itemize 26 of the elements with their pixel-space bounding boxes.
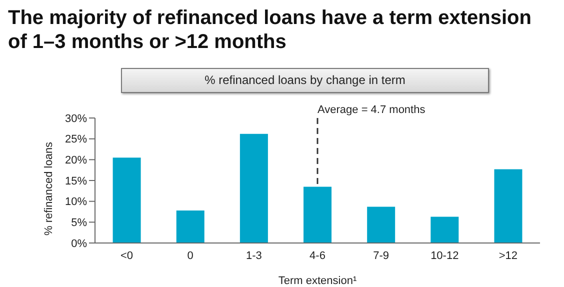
- bar: [240, 134, 268, 243]
- y-tick-label: 30%: [64, 112, 88, 125]
- x-tick-label: 0: [187, 250, 194, 262]
- x-tick-label: 10-12: [430, 250, 459, 262]
- bar: [304, 186, 332, 243]
- x-tick-label: 4-6: [310, 250, 326, 262]
- x-tick-label: >12: [498, 250, 518, 262]
- chart-title: The majority of refinanced loans have a term extension of 1–3 months or >12 months: [8, 6, 532, 54]
- y-tick-label: 0%: [71, 238, 88, 250]
- y-tick-label: 20%: [64, 154, 88, 167]
- bar: [176, 210, 204, 243]
- y-tick-label: 15%: [64, 175, 88, 188]
- bar: [494, 169, 522, 243]
- y-axis-title: % refinanced loans: [42, 141, 55, 236]
- bar: [112, 158, 141, 243]
- y-tick-label: 5%: [71, 217, 88, 230]
- y-tick-label: 25%: [64, 134, 88, 146]
- x-tick-label: 1-3: [246, 250, 262, 262]
- x-axis-title: Term extension¹: [278, 275, 357, 287]
- x-tick-label: 7-9: [373, 250, 390, 262]
- bar: [430, 216, 459, 243]
- chart-subtitle: % refinanced loans by change in term: [121, 68, 489, 93]
- y-tick-label: 10%: [64, 196, 88, 208]
- bar: [367, 206, 396, 243]
- ref-line-label: Average = 4.7 months: [318, 104, 426, 116]
- x-tick-label: <0: [120, 250, 134, 262]
